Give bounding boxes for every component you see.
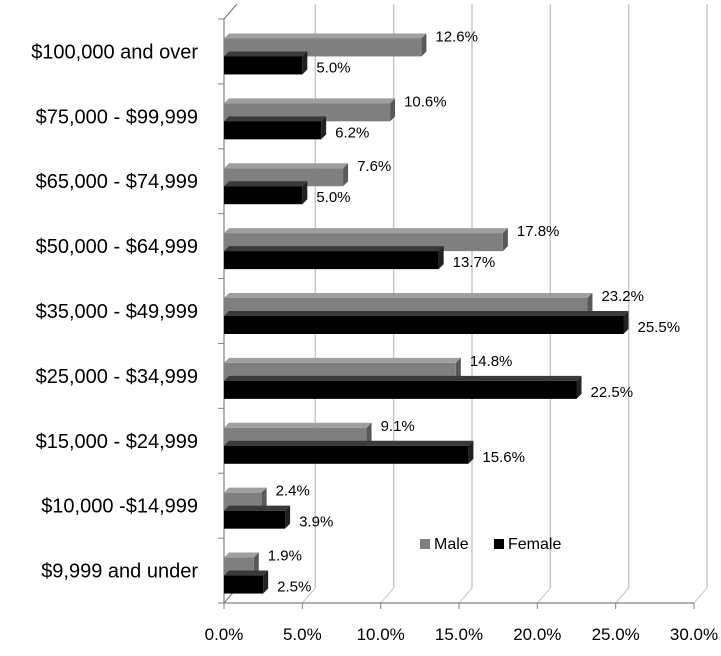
x-tick-label: 0.0% bbox=[205, 625, 244, 644]
legend-swatch-male bbox=[420, 539, 430, 549]
category-labels: $100,000 and over $75,000 - $99,999 $65,00… bbox=[31, 41, 198, 582]
gridline-floor bbox=[458, 587, 473, 604]
data-label-male: 1.9% bbox=[268, 548, 302, 565]
data-label-male: 9.1% bbox=[381, 418, 415, 435]
gridline-floor bbox=[615, 587, 630, 604]
bar-female-100-000-and-over bbox=[224, 51, 308, 75]
bar-female-35-000-49-999 bbox=[224, 311, 629, 334]
legend-label-male: Male bbox=[434, 536, 469, 553]
y-axis-depth bbox=[223, 3, 238, 20]
bar-female-10-000-14-999 bbox=[224, 505, 291, 529]
category-label-50-000-64-999: $50,000 - $64,999 bbox=[36, 236, 198, 258]
category-label-75-000-99-999: $75,000 - $99,999 bbox=[36, 106, 198, 128]
x-tick-label: 30.0% bbox=[670, 625, 718, 644]
x-tick-label: 10.0% bbox=[357, 625, 405, 644]
category-label-35-000-49-999: $35,000 - $49,999 bbox=[36, 301, 198, 323]
gridline-floor bbox=[301, 587, 316, 604]
data-label-female: 5.0% bbox=[316, 189, 350, 206]
bar-female-65-000-74-999 bbox=[224, 181, 308, 205]
gridline-floor bbox=[693, 587, 708, 604]
category-label-9-999-and-under: $9,999 and under bbox=[41, 561, 198, 583]
data-label-female: 22.5% bbox=[591, 384, 634, 401]
gridline-floor bbox=[380, 587, 395, 604]
data-labels: 12.6% 5.0% 10.6% 6.2% 7.6% 5.0% 17.8% 13.7% 23.2… bbox=[268, 28, 680, 595]
gridline-floor bbox=[536, 587, 551, 604]
data-label-female: 25.5% bbox=[638, 319, 681, 336]
bar-female-75-000-99-999 bbox=[224, 116, 327, 140]
data-label-female: 5.0% bbox=[316, 59, 350, 76]
x-tick-label: 20.0% bbox=[513, 625, 561, 644]
data-label-female: 2.5% bbox=[277, 579, 311, 596]
bar-female-50-000-64-999 bbox=[224, 246, 444, 270]
data-label-female: 6.2% bbox=[335, 124, 369, 141]
data-label-male: 23.2% bbox=[601, 288, 644, 305]
category-label-100-000-and-over: $100,000 and over bbox=[31, 41, 198, 63]
x-tick-label: 15.0% bbox=[435, 625, 483, 644]
data-label-female: 15.6% bbox=[482, 449, 525, 466]
bar-female-9-999-and-under bbox=[224, 570, 269, 594]
category-label-15-000-24-999: $15,000 - $24,999 bbox=[36, 431, 198, 453]
legend-label-female: Female bbox=[508, 536, 561, 553]
legend-swatch-female bbox=[494, 539, 504, 549]
x-tick-labels: 0.0% 5.0% 10.0% 15.0% 20.0% 25.0% 30.0% bbox=[205, 625, 718, 644]
x-tick-label: 5.0% bbox=[283, 625, 322, 644]
bars bbox=[224, 33, 629, 594]
data-label-female: 3.9% bbox=[299, 514, 333, 531]
category-label-10-000-14-999: $10,000 -$14,999 bbox=[41, 496, 198, 518]
bar-female-25-000-34-999 bbox=[224, 375, 582, 399]
data-label-female: 13.7% bbox=[453, 254, 496, 271]
data-label-male: 10.6% bbox=[404, 93, 447, 110]
category-label-65-000-74-999: $65,000 - $74,999 bbox=[36, 171, 198, 193]
data-label-male: 17.8% bbox=[517, 223, 560, 240]
data-label-male: 2.4% bbox=[276, 483, 310, 500]
x-tick-label: 25.0% bbox=[592, 625, 640, 644]
data-label-male: 7.6% bbox=[357, 158, 391, 175]
bar-female-15-000-24-999 bbox=[224, 440, 474, 464]
legend: Male Female bbox=[420, 536, 561, 553]
data-label-male: 14.8% bbox=[470, 353, 513, 370]
data-label-male: 12.6% bbox=[435, 28, 478, 45]
category-label-25-000-34-999: $25,000 - $34,999 bbox=[36, 366, 198, 388]
